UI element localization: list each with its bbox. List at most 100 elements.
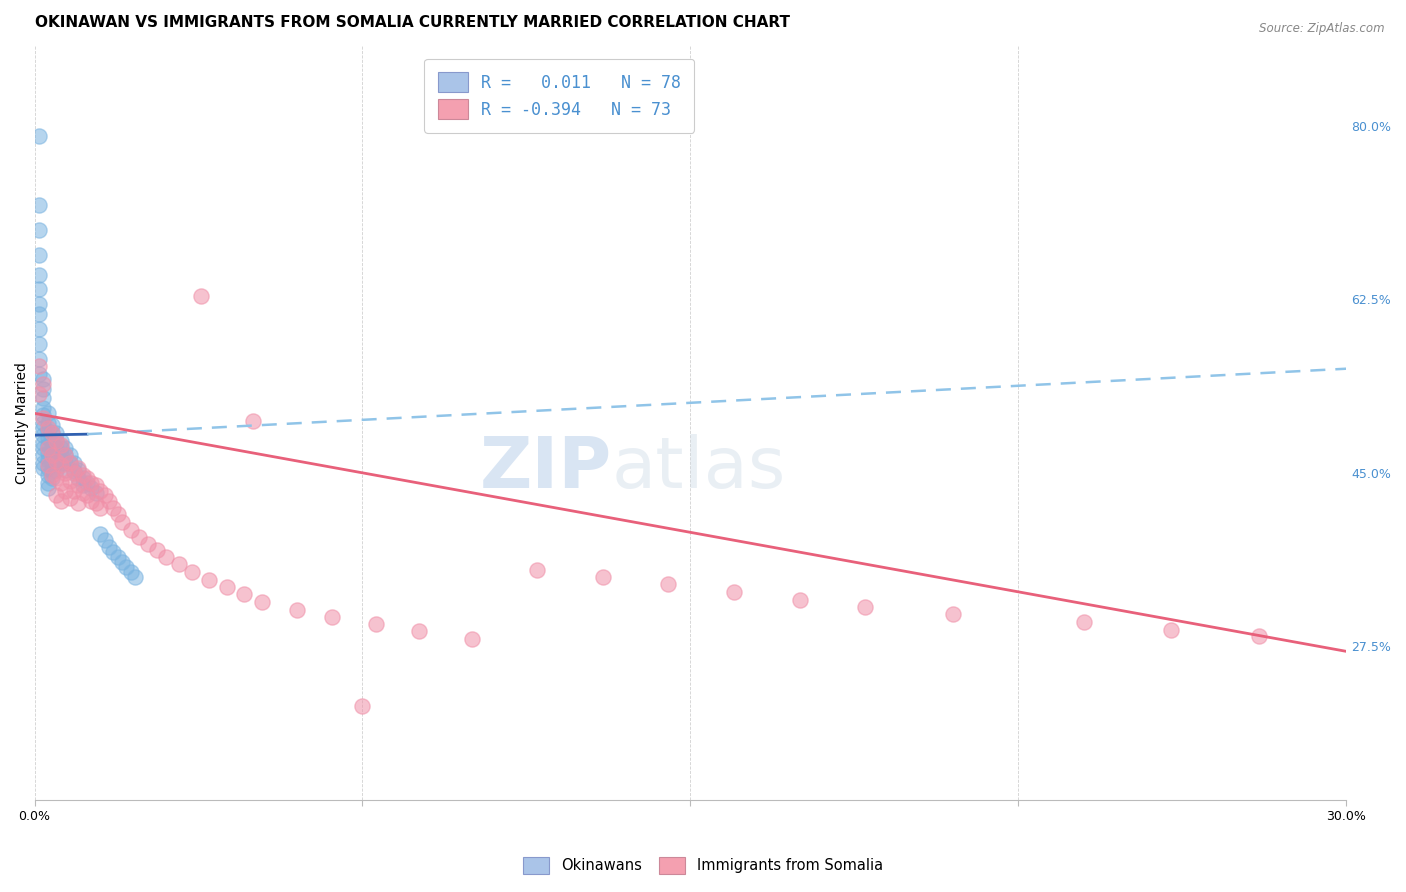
Point: [45, 471, 67, 485]
Point: [136, 537, 159, 551]
Point: [49, 458, 72, 472]
Point: [37, 481, 59, 495]
Point: [53, 463, 76, 477]
Point: [53, 448, 76, 462]
Point: [76, 475, 98, 490]
Point: [63, 464, 86, 478]
Point: [37, 453, 59, 467]
Point: [526, 563, 548, 577]
Point: [49, 475, 72, 490]
Point: [49, 456, 72, 470]
Point: [45, 434, 67, 449]
Point: [28, 223, 51, 237]
Point: [352, 698, 374, 713]
Point: [120, 565, 142, 579]
Point: [723, 584, 745, 599]
Point: [37, 475, 59, 490]
Point: [67, 463, 90, 477]
Point: [49, 434, 72, 449]
Point: [45, 488, 67, 502]
Point: [37, 406, 59, 420]
Point: [28, 248, 51, 262]
Point: [97, 493, 120, 508]
Point: [32, 448, 55, 462]
Point: [58, 474, 80, 488]
Point: [63, 456, 86, 470]
Point: [32, 436, 55, 450]
Point: [190, 289, 212, 303]
Point: [49, 438, 72, 452]
Point: [242, 414, 264, 428]
Point: [461, 632, 484, 647]
Point: [41, 456, 63, 470]
Point: [28, 351, 51, 366]
Point: [32, 401, 55, 416]
Point: [592, 570, 614, 584]
Point: [111, 516, 134, 530]
Point: [37, 461, 59, 475]
Point: [285, 602, 308, 616]
Point: [32, 382, 55, 396]
Point: [41, 418, 63, 433]
Point: [28, 268, 51, 282]
Point: [53, 441, 76, 455]
Text: Source: ZipAtlas.com: Source: ZipAtlas.com: [1260, 22, 1385, 36]
Point: [37, 458, 59, 472]
Point: [84, 477, 107, 491]
Point: [37, 424, 59, 438]
Point: [103, 500, 125, 515]
Point: [37, 467, 59, 482]
Point: [45, 463, 67, 477]
Point: [49, 441, 72, 455]
Point: [37, 438, 59, 452]
Point: [80, 475, 103, 490]
Point: [28, 359, 51, 373]
Point: [32, 376, 55, 391]
Point: [155, 550, 177, 565]
Legend: R =   0.011   N = 78, R = -0.394   N = 73: R = 0.011 N = 78, R = -0.394 N = 73: [425, 59, 695, 133]
Point: [41, 471, 63, 485]
Point: [146, 543, 169, 558]
Point: [58, 456, 80, 470]
Point: [72, 485, 94, 500]
Point: [67, 471, 90, 485]
Point: [103, 545, 125, 559]
Point: [93, 533, 115, 548]
Text: ZIP: ZIP: [479, 434, 612, 503]
Point: [215, 580, 238, 594]
Point: [115, 560, 138, 574]
Point: [49, 448, 72, 462]
Point: [80, 493, 103, 508]
Point: [789, 592, 811, 607]
Point: [657, 577, 679, 591]
Point: [72, 467, 94, 482]
Point: [72, 471, 94, 485]
Point: [28, 322, 51, 336]
Point: [45, 456, 67, 470]
Point: [53, 466, 76, 480]
Text: OKINAWAN VS IMMIGRANTS FROM SOMALIA CURRENTLY MARRIED CORRELATION CHART: OKINAWAN VS IMMIGRANTS FROM SOMALIA CURR…: [35, 15, 790, 30]
Point: [45, 449, 67, 463]
Point: [167, 557, 190, 571]
Point: [45, 434, 67, 449]
Point: [45, 426, 67, 441]
Point: [89, 527, 111, 541]
Point: [32, 416, 55, 430]
Legend: Okinawans, Immigrants from Somalia: Okinawans, Immigrants from Somalia: [517, 851, 889, 880]
Point: [41, 426, 63, 441]
Point: [53, 483, 76, 498]
Point: [942, 607, 965, 621]
Point: [107, 508, 129, 522]
Point: [76, 488, 98, 502]
Point: [53, 448, 76, 462]
Point: [128, 530, 150, 544]
Point: [76, 471, 98, 485]
Point: [28, 128, 51, 143]
Point: [28, 337, 51, 351]
Point: [93, 488, 115, 502]
Point: [250, 595, 273, 609]
Point: [41, 467, 63, 482]
Point: [198, 573, 221, 587]
Point: [67, 461, 90, 475]
Point: [89, 483, 111, 498]
